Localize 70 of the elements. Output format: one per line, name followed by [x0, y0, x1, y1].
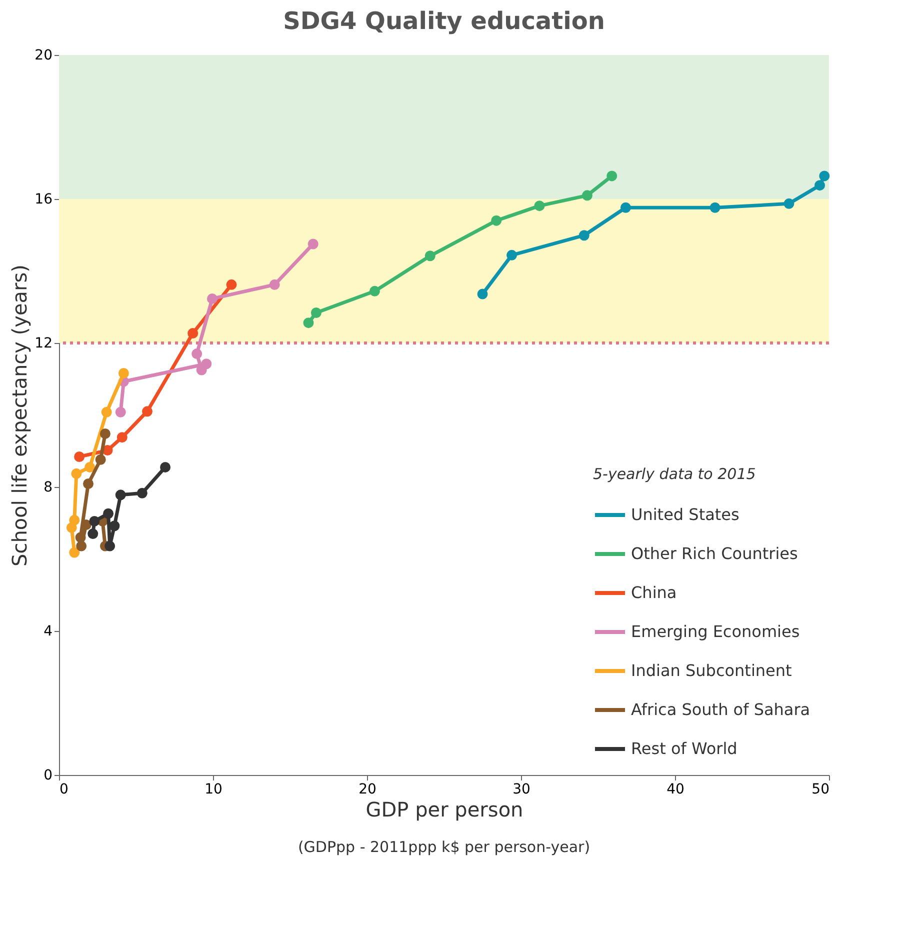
point — [76, 540, 87, 552]
legend-label: United States — [631, 505, 740, 524]
point — [534, 200, 545, 212]
y-tick-label: 8 — [44, 480, 52, 496]
point — [506, 250, 518, 260]
y-tick-label: 12 — [34, 336, 52, 352]
point — [83, 478, 94, 489]
point — [710, 202, 720, 213]
x-tick-label: 0 — [60, 782, 68, 798]
point — [103, 508, 114, 519]
point — [308, 238, 318, 250]
point — [784, 198, 794, 209]
point — [115, 406, 126, 418]
point — [819, 170, 830, 182]
y-axis-title: School life expectancy (years) — [8, 264, 32, 566]
x-tick-label: 50 — [812, 782, 830, 798]
point — [142, 406, 152, 417]
point — [206, 293, 218, 304]
point — [303, 318, 314, 328]
point — [582, 190, 592, 201]
legend-title: 5-yearly data to 2015 — [593, 465, 756, 483]
point — [620, 202, 631, 213]
point — [69, 514, 80, 526]
y-tick-label: 0 — [44, 768, 52, 784]
point — [477, 288, 488, 300]
text: (GDPpp - 2011ppp k$ per person-year) — [298, 838, 590, 856]
point — [424, 250, 436, 262]
point — [89, 516, 100, 526]
legend-label: Rest of World — [631, 739, 738, 758]
point — [310, 308, 322, 318]
point — [192, 348, 202, 360]
point — [71, 468, 82, 479]
point — [84, 462, 96, 472]
point — [101, 406, 112, 418]
point — [369, 286, 380, 296]
point — [100, 428, 110, 439]
point — [136, 488, 148, 498]
legend-label: Africa South of Sahara — [631, 700, 810, 719]
point — [109, 520, 120, 532]
y-tick-label: 4 — [44, 624, 53, 640]
point — [75, 532, 86, 543]
y-tick-label: 16 — [34, 192, 53, 208]
legend-label: Indian Subcontinent — [631, 661, 792, 680]
point — [578, 230, 590, 241]
x-tick-label: 20 — [358, 782, 376, 798]
point — [188, 328, 198, 339]
point — [115, 490, 126, 500]
y-tick-label: 20 — [34, 48, 52, 64]
point — [269, 279, 280, 290]
point — [104, 540, 116, 552]
point — [74, 452, 85, 462]
x-tick-label: 30 — [512, 782, 530, 798]
point — [491, 215, 502, 226]
point — [88, 528, 98, 540]
x-axis-title: GDP per person — [366, 798, 524, 822]
point — [80, 520, 92, 530]
point — [814, 180, 826, 191]
point — [116, 432, 128, 443]
chart-title: SDG4 Quality education — [283, 7, 605, 35]
legend-label: Other Rich Countries — [631, 544, 798, 563]
legend-label: Emerging Economies — [631, 622, 800, 641]
point — [606, 170, 618, 182]
x-tick-label: 40 — [666, 782, 684, 798]
point — [69, 547, 80, 558]
x-tick-label: 10 — [204, 782, 222, 798]
point — [226, 279, 237, 290]
legend-label: China — [631, 583, 677, 602]
point — [160, 462, 171, 472]
point — [95, 454, 106, 465]
point — [118, 368, 129, 378]
